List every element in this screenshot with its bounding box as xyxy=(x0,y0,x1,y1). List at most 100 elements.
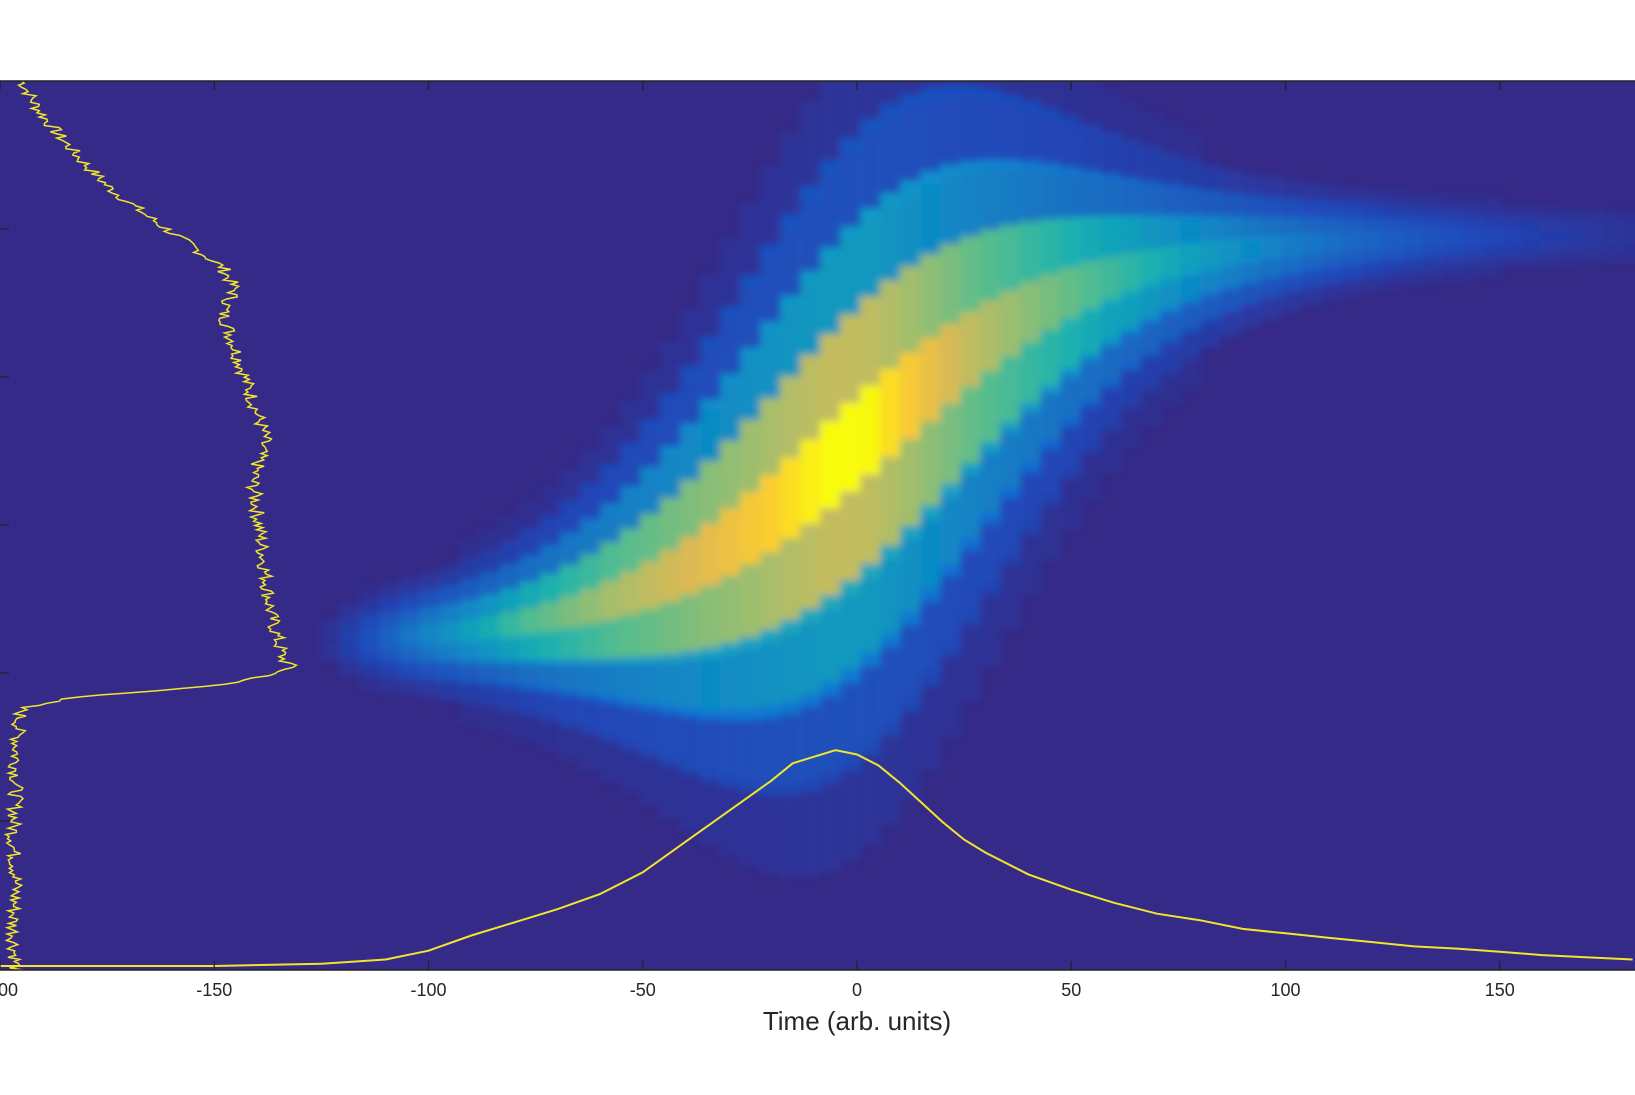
heatmap-cell xyxy=(860,474,881,579)
heatmap-cell xyxy=(1160,276,1181,313)
heatmap-cell xyxy=(1040,385,1061,450)
heatmap-cell xyxy=(500,588,521,617)
heatmap-cell xyxy=(1360,218,1381,235)
heatmap-cell xyxy=(700,771,721,845)
heatmap-cell xyxy=(1600,229,1621,242)
heatmap-cell xyxy=(880,545,901,648)
heatmap-cell xyxy=(660,653,681,715)
heatmap-cell xyxy=(700,709,721,782)
heatmap-cell xyxy=(620,657,641,708)
heatmap-cell xyxy=(500,659,521,688)
heatmap-cell xyxy=(900,611,921,713)
heatmap-cell xyxy=(1380,259,1401,275)
heatmap-cell xyxy=(1140,385,1161,425)
heatmap-cell xyxy=(660,705,681,767)
heatmap-cell xyxy=(1000,159,1021,236)
heatmap-cell xyxy=(340,645,361,662)
heatmap-cell xyxy=(780,295,801,390)
heatmap-cell xyxy=(1320,233,1341,253)
heatmap-cell xyxy=(840,491,861,595)
heatmap-cell xyxy=(1460,265,1481,280)
heatmap-cell xyxy=(1440,242,1461,258)
heatmap-cell xyxy=(600,697,621,743)
heatmap-cell xyxy=(1300,285,1321,305)
heatmap-cell xyxy=(840,757,861,861)
heatmap-cell xyxy=(560,627,581,665)
heatmap-cell xyxy=(1560,251,1581,264)
heatmap-cell xyxy=(1560,240,1581,253)
heatmap-cell xyxy=(740,636,761,721)
heatmap-cell xyxy=(820,682,841,784)
x-tick-label: -150 xyxy=(196,980,232,1000)
heatmap-cell xyxy=(1140,113,1161,153)
heatmap-cell xyxy=(960,614,981,703)
heatmap-cell xyxy=(1100,257,1121,306)
heatmap-cell xyxy=(1520,252,1541,265)
heatmap-cell xyxy=(1220,216,1241,244)
heatmap-cell xyxy=(1160,123,1181,159)
heatmap-cell xyxy=(320,633,341,649)
heatmap-cell xyxy=(1060,368,1081,428)
heatmap-cell xyxy=(1040,107,1061,173)
heatmap-cell xyxy=(1440,206,1461,221)
heatmap-cell xyxy=(700,585,721,658)
heatmap-cell xyxy=(1080,399,1101,454)
heatmap-cell xyxy=(700,647,721,720)
heatmap-cell xyxy=(440,678,461,700)
heatmap-cell xyxy=(1240,195,1261,221)
heatmap-cell xyxy=(420,659,441,680)
heatmap-cell xyxy=(1020,463,1041,535)
heatmap-cell xyxy=(600,464,621,510)
heatmap-cell xyxy=(600,542,621,588)
heatmap-cell xyxy=(960,538,981,627)
heatmap-cell xyxy=(620,443,641,494)
heatmap-cell xyxy=(1020,403,1041,474)
heatmap-cell xyxy=(820,247,841,349)
heatmap-cell xyxy=(720,710,741,789)
heatmap-cell xyxy=(1500,230,1521,244)
heatmap-cell xyxy=(800,777,821,876)
vertical-profile-trace xyxy=(3,81,299,970)
heatmap-cell xyxy=(1240,280,1261,306)
heatmap-cell xyxy=(400,578,421,598)
heatmap-cell xyxy=(1280,217,1301,239)
heatmap-cell xyxy=(840,580,861,684)
heatmap-cell xyxy=(800,270,821,369)
heatmap-cell xyxy=(860,207,881,312)
heatmap-cell xyxy=(1340,232,1361,251)
heatmap-cell xyxy=(740,275,761,360)
heatmap-cell xyxy=(1020,160,1041,232)
heatmap-cell xyxy=(1540,240,1561,254)
heatmap-cell xyxy=(360,587,381,605)
heatmap-cell xyxy=(480,529,501,555)
heatmap-cell xyxy=(620,400,641,451)
time-profile-trace xyxy=(0,749,1633,967)
heatmap-cell xyxy=(600,580,621,626)
x-tick-label: -100 xyxy=(410,980,446,1000)
x-axis-label: Time (arb. units) xyxy=(763,1006,951,1036)
heatmap-cell xyxy=(980,512,1001,596)
heatmap-cell xyxy=(940,483,961,577)
heatmap-cell xyxy=(960,236,981,325)
heatmap-cell xyxy=(1060,469,1081,529)
heatmap-cell xyxy=(1620,208,1635,221)
heatmap-cell xyxy=(680,594,701,661)
heatmap-cell xyxy=(1120,177,1141,222)
heatmap-cell xyxy=(400,643,421,663)
heatmap-cell xyxy=(1260,275,1281,299)
heatmap-cell xyxy=(1000,356,1021,433)
heatmap-cell xyxy=(680,765,701,832)
heatmap-cell xyxy=(1400,192,1421,208)
heatmap-cell xyxy=(580,729,601,770)
heatmap-cell xyxy=(1040,274,1061,339)
heatmap-cell xyxy=(940,404,961,498)
heatmap-cell xyxy=(1360,260,1381,278)
heatmap-cell xyxy=(780,133,801,228)
heatmap-cell xyxy=(1000,422,1021,499)
heatmap-cell xyxy=(1420,243,1441,259)
heatmap-cell xyxy=(400,627,421,647)
heatmap-cell xyxy=(760,629,781,719)
heatmap-cell xyxy=(1620,239,1635,253)
heatmap-cell xyxy=(1260,177,1281,201)
heatmap-cell xyxy=(740,708,761,794)
